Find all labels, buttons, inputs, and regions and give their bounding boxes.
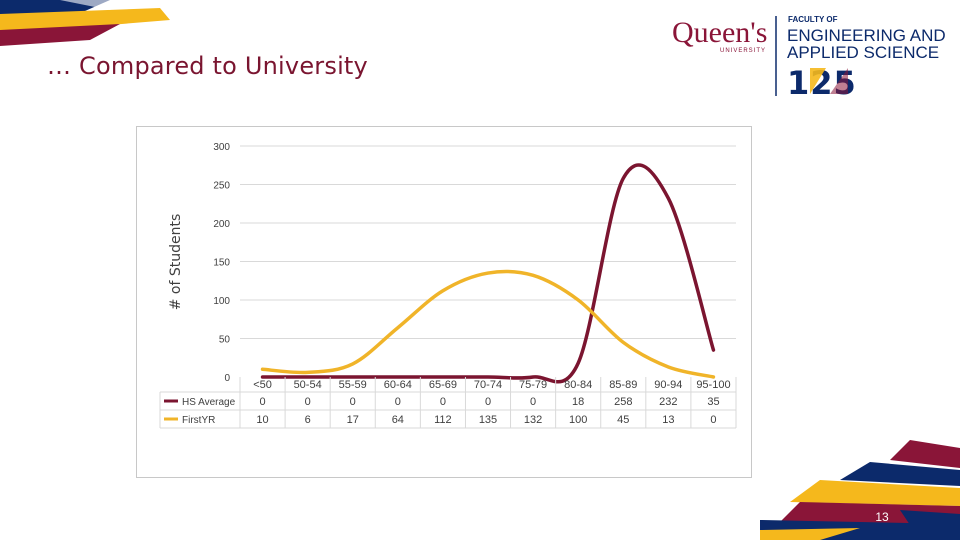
x-tick-label: 70-74 xyxy=(474,379,502,391)
x-tick-label: 75-79 xyxy=(519,379,547,391)
y-tick-label: 150 xyxy=(213,258,230,269)
data-label: 0 xyxy=(305,396,311,408)
x-tick-label: 50-54 xyxy=(294,379,322,391)
y-axis-label: # of Students xyxy=(168,214,184,311)
legend-label: HS Average xyxy=(182,397,236,408)
y-tick-label: 250 xyxy=(213,181,230,192)
logo-university-name: Queen's xyxy=(672,16,767,49)
data-label: 100 xyxy=(569,414,587,426)
data-label: 18 xyxy=(572,396,584,408)
data-label: 232 xyxy=(659,396,677,408)
data-label: 17 xyxy=(347,414,359,426)
logo-faculty-line1: ENGINEERING AND xyxy=(787,26,946,45)
x-tick-label: 65-69 xyxy=(429,379,457,391)
data-label: 13 xyxy=(662,414,674,426)
data-label: 10 xyxy=(256,414,268,426)
data-label: 135 xyxy=(479,414,497,426)
data-label: 0 xyxy=(395,396,401,408)
legend-label: FirstYR xyxy=(182,415,215,426)
y-tick-label: 200 xyxy=(213,219,230,230)
x-tick-label: <50 xyxy=(253,379,272,391)
x-tick-label: 80-84 xyxy=(564,379,592,391)
data-label: 132 xyxy=(524,414,542,426)
data-label: 0 xyxy=(530,396,536,408)
data-label: 0 xyxy=(485,396,491,408)
data-label: 112 xyxy=(434,414,452,426)
data-label: 45 xyxy=(617,414,629,426)
series-line-first-yr xyxy=(260,269,716,379)
decorative-bands-bottom-right xyxy=(760,440,960,540)
logo-faculty-line2: APPLIED SCIENCE xyxy=(787,43,939,62)
x-tick-label: 60-64 xyxy=(384,379,412,391)
data-label: 35 xyxy=(707,396,719,408)
x-tick-label: 55-59 xyxy=(339,379,367,391)
x-tick-label: 90-94 xyxy=(654,379,682,391)
x-tick-label: 85-89 xyxy=(609,379,637,391)
data-label: 0 xyxy=(259,396,265,408)
page-number: 13 xyxy=(875,510,889,524)
y-tick-label: 50 xyxy=(219,335,231,346)
data-label: 6 xyxy=(305,414,311,426)
data-label: 258 xyxy=(614,396,632,408)
decorative-bands-top-left xyxy=(0,0,170,46)
data-label: 0 xyxy=(710,414,716,426)
y-tick-label: 300 xyxy=(213,142,230,153)
x-tick-label: 95-100 xyxy=(696,379,730,391)
logo-university-sub: UNIVERSITY xyxy=(720,48,766,54)
logo-faculty-of: FACULTY OF xyxy=(788,15,838,24)
series-line-hs-average xyxy=(260,163,716,384)
y-tick-label: 0 xyxy=(224,373,230,384)
y-tick-label: 100 xyxy=(213,296,230,307)
faculty-logo: Queen's UNIVERSITY FACULTY OF ENGINEERIN… xyxy=(670,8,955,102)
slide-title: … Compared to University xyxy=(47,52,368,80)
data-label: 0 xyxy=(440,396,446,408)
data-label: 0 xyxy=(350,396,356,408)
data-label: 64 xyxy=(392,414,404,426)
